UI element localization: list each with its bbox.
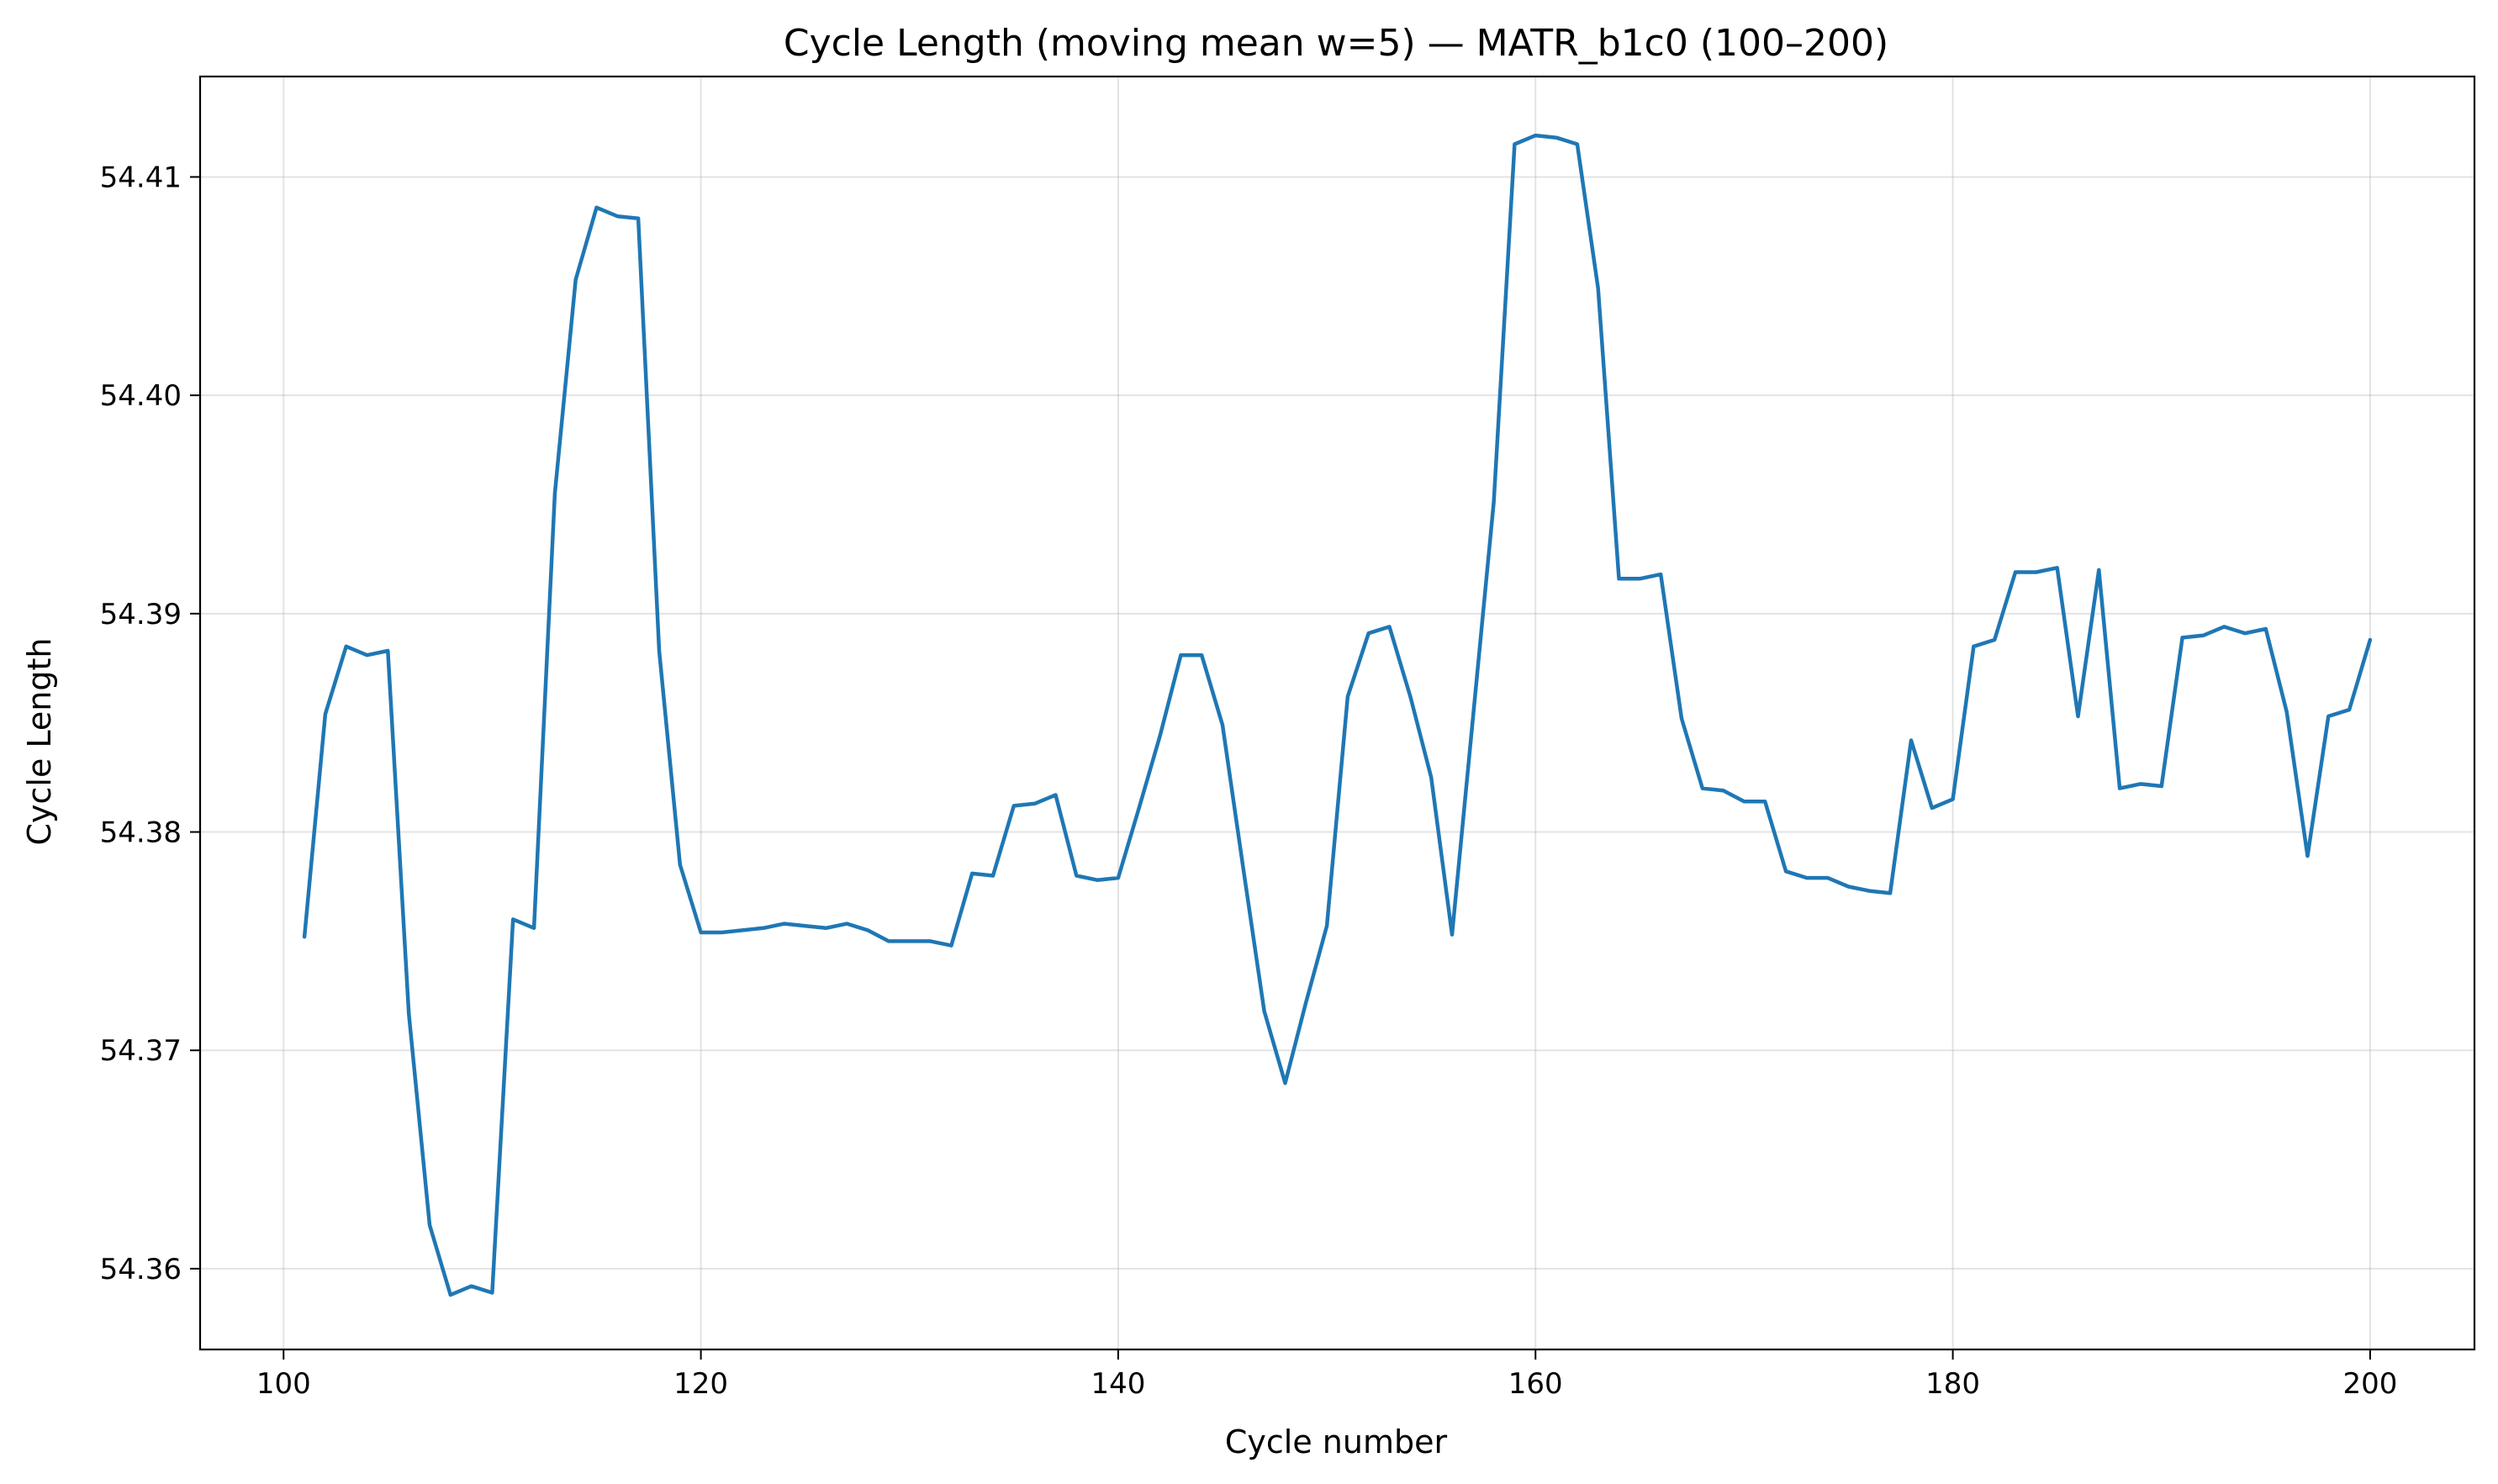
x-axis-label: Cycle number (1225, 1423, 1448, 1460)
x-tick-label: 160 (1508, 1367, 1563, 1401)
plot-frame (198, 75, 2476, 1351)
plot-background (200, 77, 2474, 1349)
x-tick-label: 100 (256, 1367, 311, 1401)
y-axis: 54.36 54.37 54.38 54.39 54.40 54.41 (100, 161, 200, 1286)
y-tick-label: 54.38 (100, 816, 182, 850)
plot-area (198, 75, 2476, 1351)
grid (200, 77, 2474, 1349)
x-tick-label: 180 (1925, 1367, 1980, 1401)
chart-title: Cycle Length (moving mean w=5) — MATR_b1… (784, 22, 1888, 65)
y-tick-label: 54.39 (100, 598, 182, 631)
y-tick-label: 54.40 (100, 379, 182, 413)
series-line (302, 133, 2373, 1297)
y-tick-label: 54.36 (100, 1253, 182, 1286)
x-tick-label: 120 (673, 1367, 728, 1401)
x-tick-label: 200 (2342, 1367, 2397, 1401)
x-tick-label: 140 (1091, 1367, 1145, 1401)
y-axis-label: Cycle Length (21, 638, 58, 846)
y-tick-label: 54.41 (100, 161, 182, 194)
x-axis: 100 120 140 160 180 200 (256, 1349, 2397, 1401)
y-tick-label: 54.37 (100, 1034, 182, 1068)
